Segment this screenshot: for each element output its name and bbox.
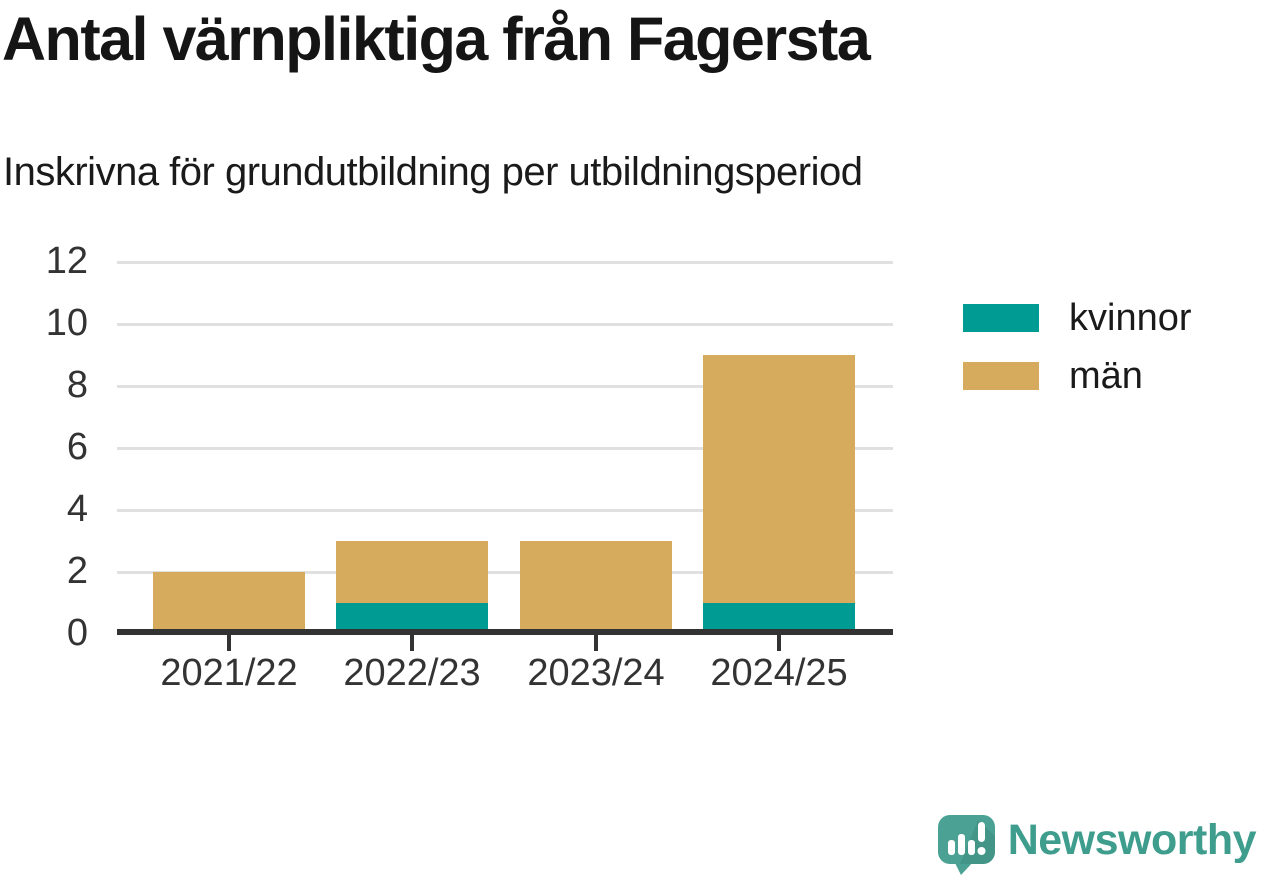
gridline — [117, 447, 893, 450]
x-axis-tick — [410, 635, 414, 651]
gridline — [117, 509, 893, 512]
bar-segment-män — [153, 572, 305, 634]
gridline — [117, 571, 893, 574]
bar-segment-kvinnor — [336, 603, 488, 634]
bar-segment-kvinnor — [703, 603, 855, 634]
newsworthy-logo: Newsworthy — [937, 815, 1257, 875]
y-axis-label: 6 — [66, 426, 88, 468]
x-axis-line — [117, 629, 893, 635]
legend-label-män: män — [1069, 355, 1143, 397]
newsworthy-logo-icon — [937, 815, 995, 875]
bar-segment-män — [336, 541, 488, 603]
legend-item-kvinnor: kvinnor — [963, 296, 1192, 340]
bar-segment-män — [703, 355, 855, 603]
y-axis-label: 12 — [45, 240, 88, 282]
legend-swatch-kvinnor — [963, 304, 1039, 332]
y-axis-label: 8 — [66, 364, 88, 406]
newsworthy-logo-text: Newsworthy — [1007, 815, 1257, 864]
legend: kvinnor män — [963, 296, 1192, 412]
legend-item-män: män — [963, 354, 1192, 398]
gridline — [117, 323, 893, 326]
x-axis-tick — [594, 635, 598, 651]
y-axis-label: 0 — [66, 612, 88, 654]
bar-segment-män — [520, 541, 672, 634]
y-axis-label: 4 — [66, 488, 88, 530]
gridline — [117, 385, 893, 388]
x-axis-label: 2022/23 — [343, 652, 481, 694]
x-axis-label: 2021/22 — [160, 652, 298, 694]
x-axis-tick — [227, 635, 231, 651]
gridline — [117, 261, 893, 264]
y-axis-label: 2 — [66, 550, 88, 592]
x-axis-label: 2023/24 — [527, 652, 665, 694]
legend-label-kvinnor: kvinnor — [1069, 297, 1192, 339]
y-axis-label: 10 — [45, 302, 88, 344]
x-axis-tick — [777, 635, 781, 651]
chart-title: Antal värnpliktiga från Fagersta — [2, 5, 871, 73]
chart-subtitle: Inskrivna för grundutbildning per utbild… — [3, 150, 863, 194]
legend-swatch-män — [963, 362, 1039, 390]
x-axis-label: 2024/25 — [710, 652, 848, 694]
